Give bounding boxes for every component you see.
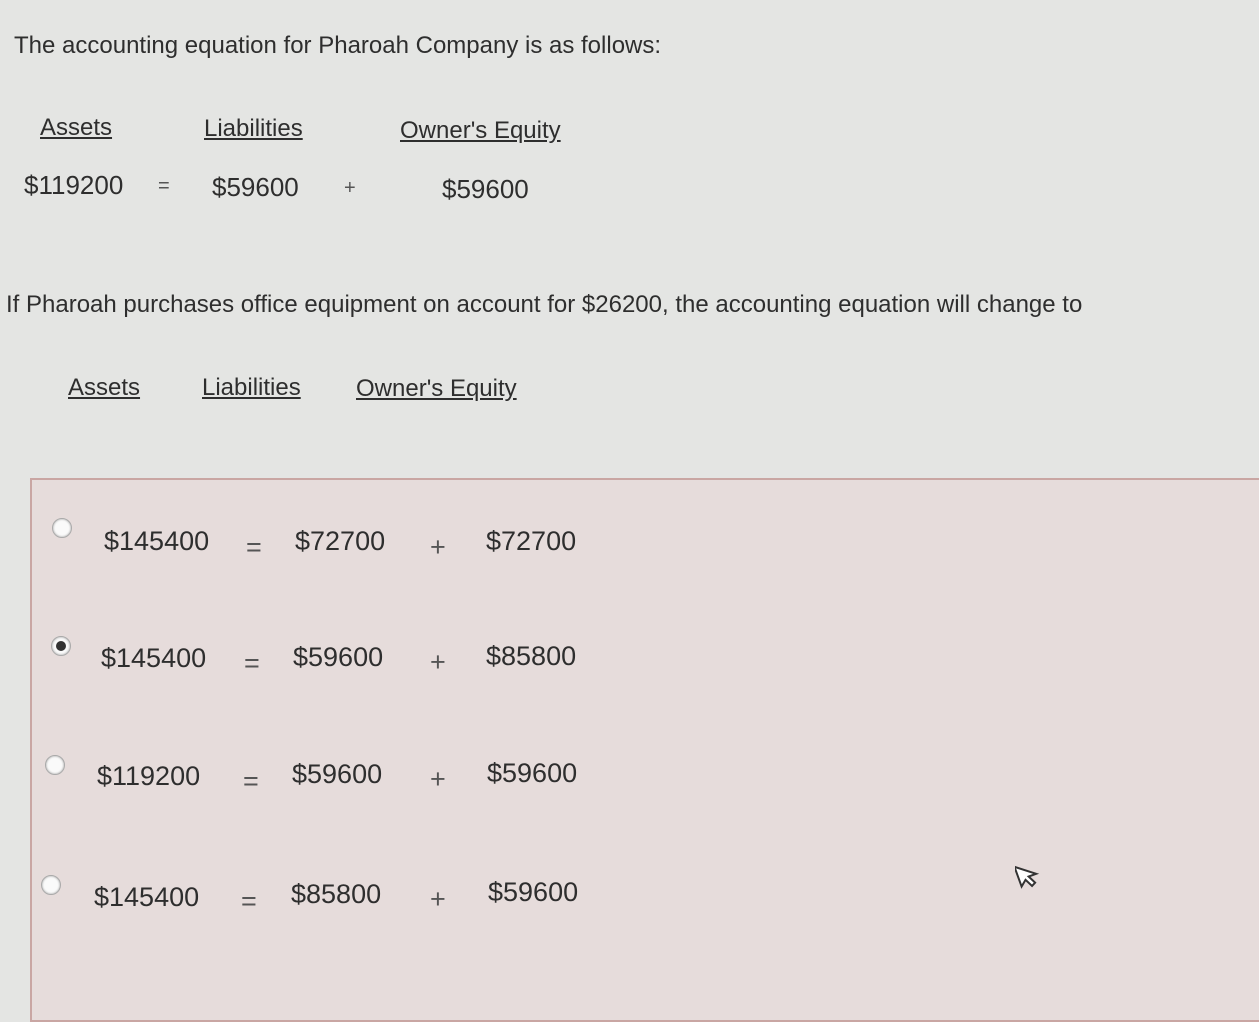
option-liabilities: $85800 (291, 879, 382, 909)
option-equity: $72700 (486, 526, 577, 556)
option-equity: $59600 (487, 758, 578, 788)
radio-option-4[interactable] (41, 875, 61, 895)
option-equals: = (246, 532, 262, 562)
header-liabilities: Liabilities (204, 115, 303, 142)
option-equity: $85800 (486, 641, 577, 671)
radio-option-2[interactable] (51, 636, 71, 656)
radio-option-3[interactable] (45, 755, 65, 775)
equation-assets: $119200 (24, 170, 124, 200)
equation-equity: $59600 (442, 174, 529, 204)
option-liabilities: $59600 (292, 759, 383, 789)
option-assets: $145400 (104, 526, 210, 556)
option-assets: $145400 (94, 882, 200, 912)
option-equals: = (241, 886, 257, 916)
option-plus: + (430, 532, 446, 562)
option-equals: = (244, 648, 260, 678)
answer-header-equity: Owner's Equity (356, 375, 517, 402)
answer-header-assets: Assets (68, 374, 141, 401)
header-assets: Assets (40, 114, 113, 141)
answer-header-liabilities: Liabilities (202, 374, 301, 401)
option-assets: $145400 (101, 643, 207, 673)
equation-liabilities: $59600 (212, 172, 299, 202)
question-intro: The accounting equation for Pharoah Comp… (14, 32, 662, 59)
question-prompt: If Pharoah purchases office equipment on… (6, 291, 1083, 318)
equation-equals: = (158, 175, 170, 197)
header-equity: Owner's Equity (400, 117, 561, 144)
answer-options-panel (30, 478, 1259, 1022)
option-plus: + (430, 764, 446, 794)
option-equity: $59600 (488, 877, 579, 907)
option-plus: + (430, 884, 446, 914)
mouse-pointer-icon (1015, 865, 1040, 889)
radio-option-1[interactable] (52, 518, 72, 538)
option-assets: $119200 (97, 761, 201, 791)
option-liabilities: $59600 (293, 642, 384, 672)
equation-plus: + (344, 177, 356, 199)
option-liabilities: $72700 (295, 526, 386, 556)
option-plus: + (430, 647, 446, 677)
option-equals: = (243, 766, 259, 796)
